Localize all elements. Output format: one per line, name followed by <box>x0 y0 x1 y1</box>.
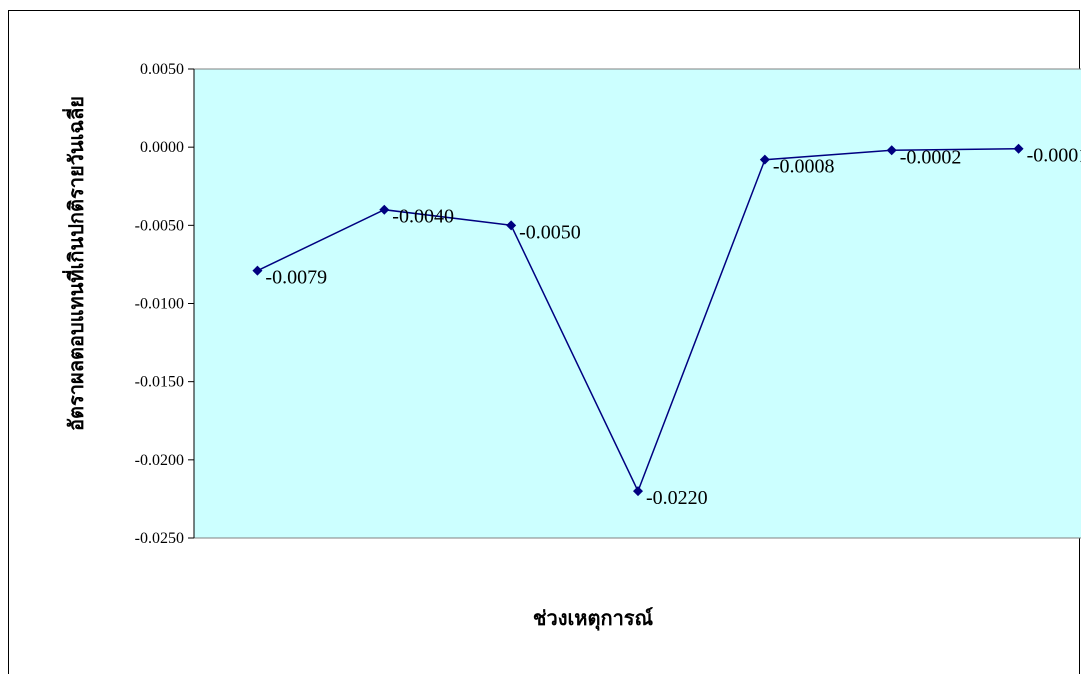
y-tick-label: -0.0100 <box>135 296 184 313</box>
data-label: -0.0079 <box>265 267 327 289</box>
line-chart: 0.0050 0.0000 -0.0050 -0.0100 -0.0150 -0.0200… <box>61 61 1081 631</box>
data-labels: -0.0079 -0.0040 -0.0050 -0.0220 -0.0008 -0.00… <box>265 145 1081 509</box>
y-tick-label: -0.0250 <box>135 530 184 547</box>
data-point-marker <box>379 204 390 215</box>
data-label: -0.0050 <box>519 221 581 243</box>
x-axis-title: ช่วงเหตุการณ์ <box>533 606 654 631</box>
data-point-marker <box>252 265 263 276</box>
chart-frame: 0.0050 0.0000 -0.0050 -0.0100 -0.0150 -0.0200… <box>8 10 1081 674</box>
y-tick-label: 0.0050 <box>140 61 184 78</box>
y-axis: 0.0050 0.0000 -0.0050 -0.0100 -0.0150 -0.0200… <box>135 61 195 547</box>
y-tick-label: -0.0050 <box>135 217 184 234</box>
y-tick-label: -0.0200 <box>135 452 184 469</box>
data-label: -0.0040 <box>392 206 454 228</box>
data-points <box>252 143 1024 497</box>
y-tick-label: -0.0150 <box>135 374 184 391</box>
data-point-marker <box>1013 143 1024 154</box>
y-tick-label: 0.0000 <box>140 139 184 156</box>
y-axis-title: อัตราผลตอบแทนที่เกินปกติรายวันเฉลี่ย <box>61 96 88 431</box>
plot-area <box>193 68 1081 539</box>
data-point-marker <box>506 220 517 231</box>
data-label: -0.0008 <box>773 156 835 178</box>
data-point-marker <box>886 145 897 156</box>
data-point-marker <box>759 154 770 165</box>
data-label: -0.0001 <box>1027 145 1081 167</box>
data-label: -0.0002 <box>900 146 962 168</box>
data-label: -0.0220 <box>646 487 708 509</box>
data-point-marker <box>633 486 643 497</box>
